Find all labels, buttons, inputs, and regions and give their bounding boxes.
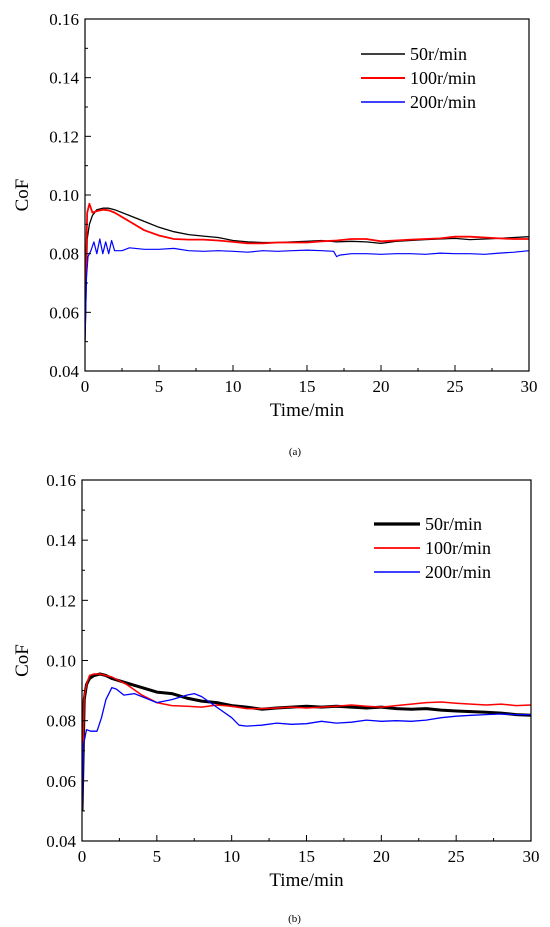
chart-b-x-tick-label: 5 [153, 847, 162, 866]
chart-a-x-tick-label: 0 [81, 377, 90, 396]
chart-panel-a: 0 5 10 15 20 25 30 0.04 0.06 0.08 0.10 0.12 0.14 0.16… [0, 0, 550, 462]
chart-b-legend-label-50r-min: 50r/min [425, 514, 482, 534]
chart-a-y-tick-label: 0.06 [49, 303, 79, 322]
chart-a-legend-label-50r-min: 50r/min [410, 44, 467, 64]
chart-b-panel-caption: (b) [288, 913, 301, 925]
chart-b-y-tick-label: 0.04 [46, 832, 76, 851]
chart-b-y-tick-label: 0.10 [46, 652, 76, 671]
chart-a-x-axis-label: Time/min [270, 400, 345, 421]
chart-b-svg: 0 5 10 15 20 25 30 0.04 0.06 0.08 0.10 0.12 0.14 0.16… [12, 471, 540, 925]
chart-a-x-tick-label: 5 [155, 377, 164, 396]
chart-a-y-tick-label: 0.10 [49, 186, 79, 205]
chart-a-x-tick-label: 15 [299, 377, 316, 396]
chart-a-x-tick-label: 20 [373, 377, 390, 396]
chart-b-series-50r-min-line [82, 672, 531, 811]
chart-b-y-tick-label: 0.08 [46, 712, 76, 731]
chart-a-y-tick-label: 0.16 [49, 10, 79, 29]
chart-b-series-100r-min-line [82, 673, 531, 811]
chart-panel-b: 0 5 10 15 20 25 30 0.04 0.06 0.08 0.10 0.12 0.14 0.16… [0, 464, 550, 927]
chart-a-x-tick-label: 30 [521, 377, 538, 396]
chart-b-plot-frame [81, 479, 532, 842]
chart-a-y-tick-label: 0.08 [49, 245, 79, 264]
chart-b-y-tick-label: 0.14 [46, 531, 76, 550]
chart-b-y-axis-label: CoF [12, 644, 33, 677]
chart-b-legend-label-100r-min: 100r/min [425, 538, 491, 558]
chart-a-y-tick-label: 0.12 [49, 127, 79, 146]
chart-b-x-tick-label: 20 [373, 847, 390, 866]
chart-b-y-tick-label: 0.06 [46, 772, 76, 791]
chart-a-series-50r-min-line [85, 207, 529, 342]
chart-b-x-tick-label: 0 [78, 847, 87, 866]
chart-b-y-tick-label: 0.12 [46, 591, 76, 610]
chart-a-panel-caption: (a) [289, 446, 302, 458]
chart-a-y-tick-label: 0.04 [49, 362, 79, 381]
chart-b-legend-label-200r-min: 200r/min [425, 562, 491, 582]
chart-b-x-tick-label: 25 [448, 847, 465, 866]
chart-a-legend-label-100r-min: 100r/min [410, 68, 476, 88]
chart-b-x-axis-label: Time/min [269, 870, 344, 891]
chart-b-x-tick-label: 10 [223, 847, 240, 866]
chart-a-series-100r-min-line [85, 202, 529, 313]
chart-b-x-tick-label: 15 [298, 847, 315, 866]
chart-b-series-200r-min-line [82, 686, 531, 811]
chart-b-x-tick-label: 30 [523, 847, 540, 866]
chart-a-svg: 0 5 10 15 20 25 30 0.04 0.06 0.08 0.10 0.12 0.14 0.16… [12, 10, 538, 458]
chart-a-y-axis-label: CoF [12, 179, 33, 212]
chart-a-series-200r-min-line [85, 238, 529, 342]
chart-a-y-tick-label: 0.14 [49, 69, 79, 88]
chart-a-x-tick-label: 25 [447, 377, 464, 396]
chart-a-x-tick-label: 10 [225, 377, 242, 396]
chart-a-legend-label-200r-min: 200r/min [410, 92, 476, 112]
chart-b-y-tick-label: 0.16 [46, 471, 76, 490]
